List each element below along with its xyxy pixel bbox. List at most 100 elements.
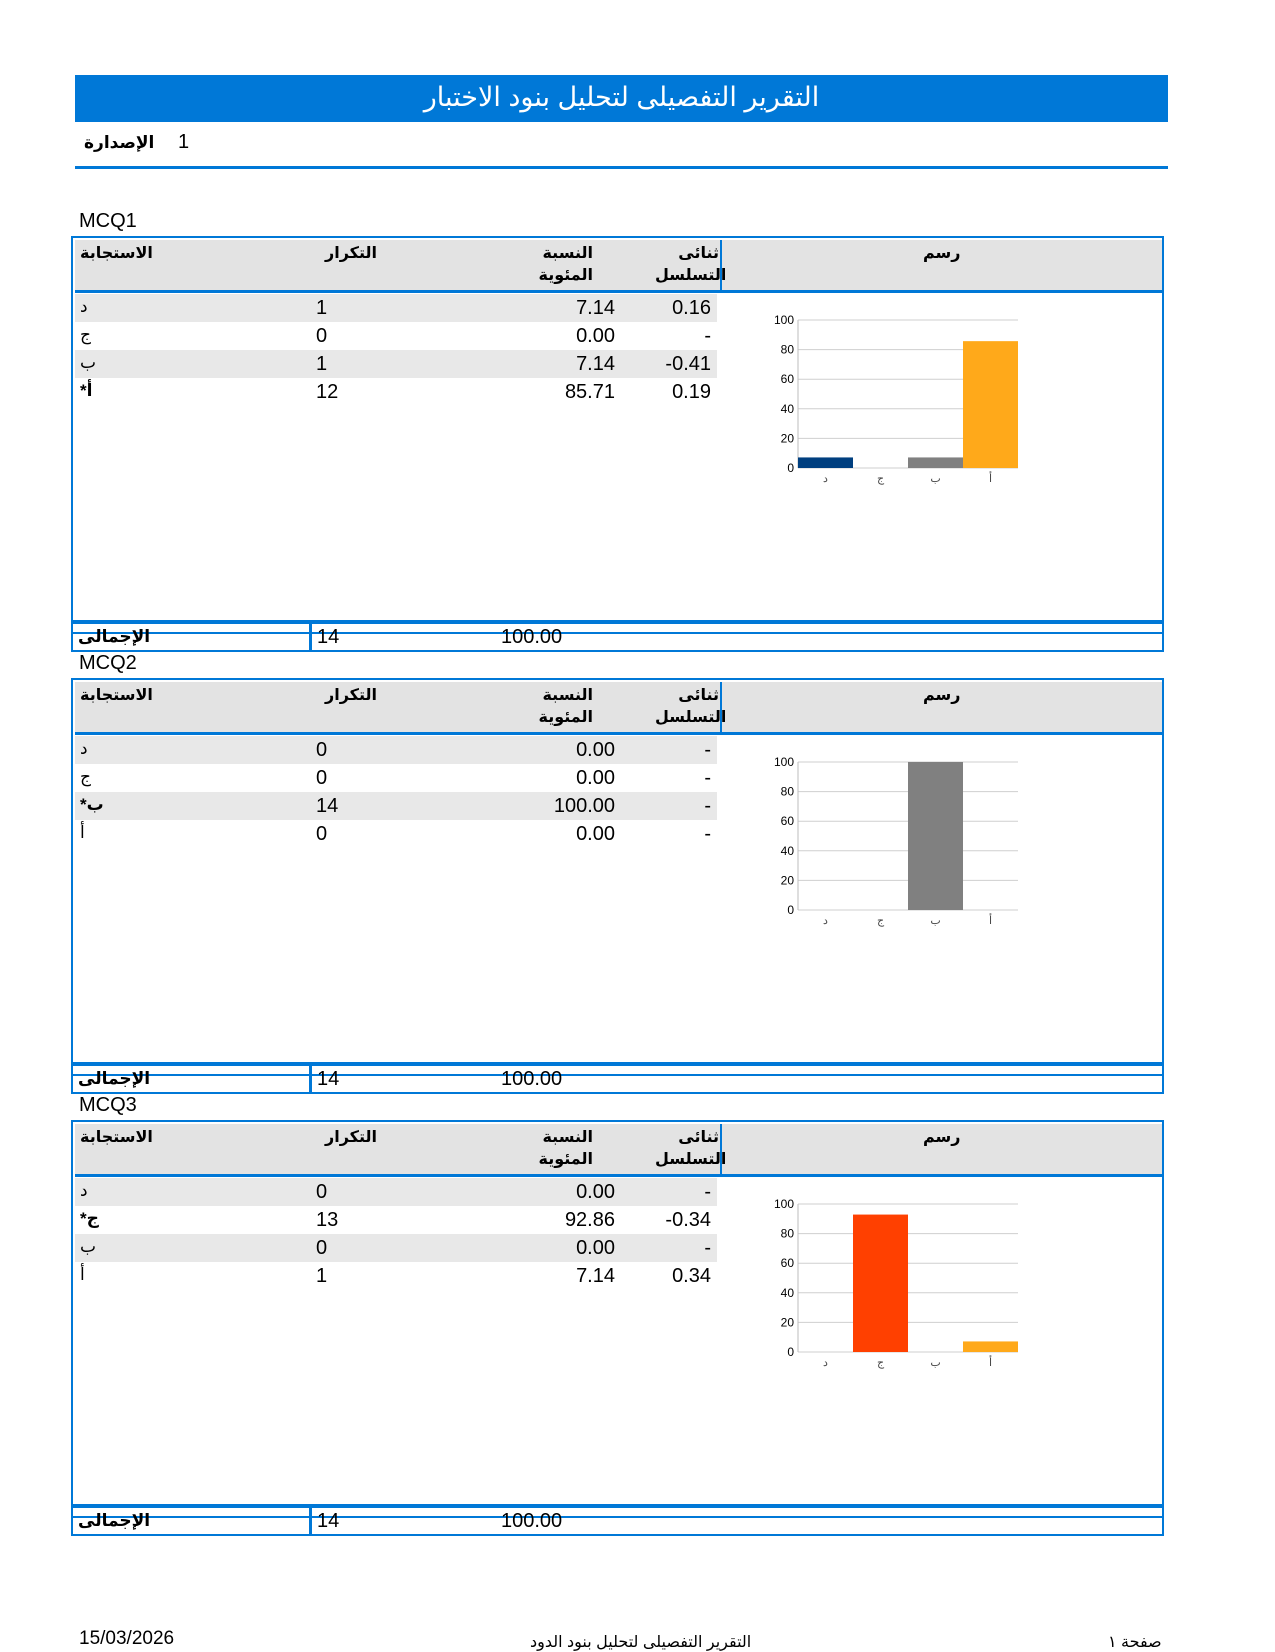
y-tick-label: 60 bbox=[781, 814, 795, 828]
header-frequency: التكرار bbox=[325, 1129, 377, 1146]
table-header: الاستجابة التكرار النسبة المئوية ثنائى الت… bbox=[75, 682, 1162, 735]
total-frequency: 14 bbox=[317, 1510, 340, 1532]
header-discrimination: ثنائى التسلسل bbox=[655, 1127, 726, 1171]
header-disc-line1: ثنائى bbox=[678, 1129, 719, 1146]
total-label: الإجمالى bbox=[78, 1511, 151, 1530]
percent-value: 0.00 bbox=[576, 325, 615, 347]
table-row: أ 1 7.14 0.34 bbox=[75, 1262, 717, 1290]
header-frequency: التكرار bbox=[325, 245, 377, 262]
x-tick-label: ب bbox=[930, 915, 940, 927]
x-tick-label: ج bbox=[877, 1357, 885, 1369]
x-tick-label: ب bbox=[930, 1357, 940, 1369]
discrimination-value: - bbox=[704, 325, 711, 347]
table-rows: د 1 7.14 0.16 ج 0 0.00 - ب 1 7.14 -0.41 … bbox=[75, 294, 717, 406]
y-tick-label: 20 bbox=[781, 873, 795, 887]
header-percent-line1: النسبة bbox=[542, 245, 593, 262]
discrimination-value: - bbox=[704, 1237, 711, 1259]
item-section: MCQ2 الاستجابة التكرار النسبة المئوية ثنا… bbox=[71, 652, 1168, 1094]
response-option: ب bbox=[80, 1237, 97, 1256]
table-header: الاستجابة التكرار النسبة المئوية ثنائى الت… bbox=[75, 240, 1162, 293]
header-chart: رسم bbox=[923, 1129, 961, 1146]
percent-value: 0.00 bbox=[576, 1237, 615, 1259]
version-label: الإصدارة bbox=[84, 133, 155, 152]
table-rows: د 0 0.00 - *ج 13 92.86 -0.34 ب 0 0.00 - … bbox=[75, 1178, 717, 1290]
header-disc-line1: ثنائى bbox=[678, 245, 719, 262]
y-tick-label: 40 bbox=[781, 402, 795, 416]
footer-title: التقرير التفصيلى لتحليل بنود الدود bbox=[530, 1634, 752, 1651]
x-tick-label: أ bbox=[989, 1355, 992, 1369]
discrimination-value: 0.16 bbox=[672, 297, 711, 319]
total-label: الإجمالى bbox=[78, 1069, 151, 1088]
discrimination-value: - bbox=[704, 739, 711, 761]
percent-value: 7.14 bbox=[576, 1265, 615, 1287]
discrimination-value: -0.41 bbox=[665, 353, 711, 375]
total-row: الإجمالى 14 100.00 bbox=[71, 620, 1164, 652]
response-option: *ب bbox=[80, 795, 104, 814]
frequency-value: 0 bbox=[316, 1181, 328, 1203]
percent-value: 0.00 bbox=[576, 823, 615, 845]
response-option: أ bbox=[80, 823, 85, 842]
percent-value: 0.00 bbox=[576, 739, 615, 761]
header-disc-line2: التسلسل bbox=[655, 267, 727, 284]
header-percent-line2: المئوية bbox=[538, 709, 594, 726]
y-tick-label: 100 bbox=[774, 755, 794, 769]
item-title: MCQ2 bbox=[79, 652, 137, 674]
response-option: ب bbox=[80, 353, 97, 372]
x-tick-label: ب bbox=[930, 473, 940, 485]
footer-page-number: صفحة ١ bbox=[1108, 1634, 1162, 1651]
header-divider bbox=[720, 1124, 722, 1174]
table-header: الاستجابة التكرار النسبة المئوية ثنائى الت… bbox=[75, 1124, 1162, 1177]
y-tick-label: 0 bbox=[787, 461, 794, 475]
discrimination-value: 0.34 bbox=[672, 1265, 711, 1287]
table-row: د 0 0.00 - bbox=[75, 736, 717, 764]
y-tick-label: 80 bbox=[781, 343, 795, 357]
bar-chart: 0 20 40 60 80 100 د ج ب أ bbox=[733, 738, 1033, 938]
item-title: MCQ1 bbox=[79, 210, 137, 232]
percent-value: 100.00 bbox=[553, 795, 615, 817]
x-tick-label: أ bbox=[989, 913, 992, 927]
total-label: الإجمالى bbox=[78, 627, 151, 646]
percent-value: 0.00 bbox=[576, 1181, 615, 1203]
bar bbox=[853, 1214, 908, 1352]
y-tick-label: 100 bbox=[774, 313, 794, 327]
y-tick-label: 0 bbox=[787, 903, 794, 917]
frequency-value: 0 bbox=[316, 325, 328, 347]
report-title: التقرير التفصيلى لتحليل بنود الاختبار bbox=[75, 75, 1168, 122]
y-tick-label: 100 bbox=[774, 1197, 794, 1211]
discrimination-value: - bbox=[704, 823, 711, 845]
header-percent: النسبة المئوية bbox=[533, 1127, 594, 1171]
version-value: 1 bbox=[178, 131, 190, 153]
header-percent-line1: النسبة bbox=[542, 1129, 593, 1146]
total-divider bbox=[309, 1066, 312, 1094]
percent-value: 0.00 bbox=[576, 767, 615, 789]
y-tick-label: 20 bbox=[781, 431, 795, 445]
table-row: ب 1 7.14 -0.41 bbox=[75, 350, 717, 378]
response-option: د bbox=[80, 739, 88, 758]
total-percent: 100.00 bbox=[501, 1510, 563, 1532]
frequency-value: 0 bbox=[316, 767, 328, 789]
total-frequency: 14 bbox=[317, 1068, 340, 1090]
header-percent: النسبة المئوية bbox=[533, 243, 594, 287]
bar-chart: 0 20 40 60 80 100 د ج ب أ bbox=[733, 296, 1033, 496]
x-tick-label: د bbox=[823, 915, 828, 927]
x-tick-label: ج bbox=[877, 473, 885, 485]
frequency-value: 1 bbox=[316, 297, 328, 319]
frequency-value: 0 bbox=[316, 1237, 328, 1259]
header-chart: رسم bbox=[923, 687, 961, 704]
total-divider bbox=[309, 624, 312, 652]
item-section: MCQ3 الاستجابة التكرار النسبة المئوية ثنا… bbox=[71, 1094, 1168, 1536]
x-tick-label: أ bbox=[989, 471, 992, 485]
table-row: د 1 7.14 0.16 bbox=[75, 294, 717, 322]
y-tick-label: 40 bbox=[781, 1286, 795, 1300]
header-disc-line2: التسلسل bbox=[655, 709, 727, 726]
percent-value: 7.14 bbox=[576, 353, 615, 375]
bar bbox=[963, 341, 1018, 468]
frequency-value: 1 bbox=[316, 1265, 328, 1287]
y-tick-label: 80 bbox=[781, 1227, 795, 1241]
bar-chart: 0 20 40 60 80 100 د ج ب أ bbox=[733, 1180, 1033, 1380]
response-option: ج bbox=[80, 325, 91, 344]
table-row: ج 0 0.00 - bbox=[75, 764, 717, 792]
table-rows: د 0 0.00 - ج 0 0.00 - *ب 14 100.00 - أ 0… bbox=[75, 736, 717, 848]
header-discrimination: ثنائى التسلسل bbox=[655, 243, 726, 287]
total-percent: 100.00 bbox=[501, 1068, 563, 1090]
